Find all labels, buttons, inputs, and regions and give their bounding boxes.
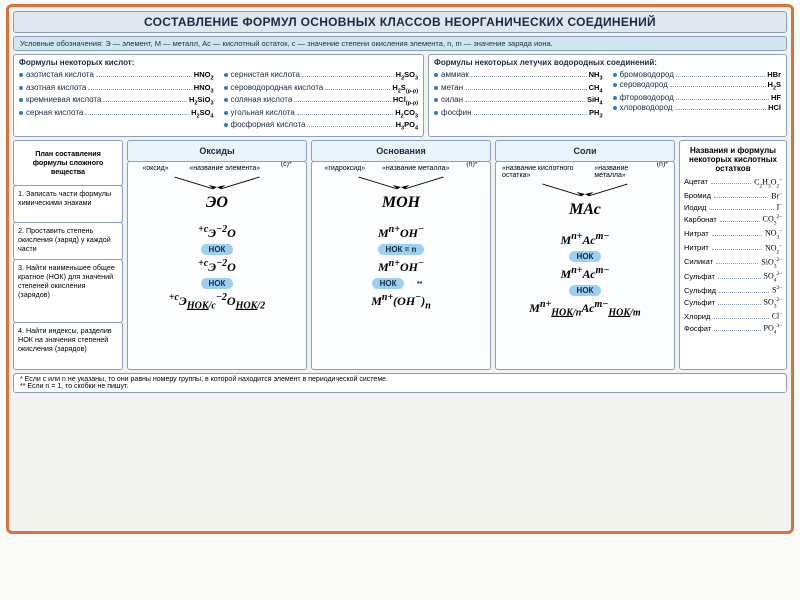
list-item: азотистая кислотаHNO2 — [19, 70, 214, 82]
list-item: фосфорная кислотаH3PO4 — [224, 120, 419, 132]
formula-eo: ЭО — [132, 194, 302, 212]
oxides-header: Оксиды — [127, 140, 307, 162]
list-item: фтороводородHF — [613, 93, 782, 102]
footnote-1: * Если с или n не указаны, то они равны … — [20, 376, 780, 383]
list-item: сернистая кислотаH2SO3 — [224, 70, 419, 82]
nok-salt-1: НОК — [500, 251, 670, 262]
formula-moh-2: Мn+ОН− — [316, 258, 486, 275]
list-item: азотная кислотаHNO3 — [19, 83, 214, 95]
salts-column: Соли «название кислотного остатка»«назва… — [495, 140, 675, 370]
residue-item: КарбонатCO32– — [684, 214, 782, 226]
step-4: 4. Найти индексы, разделив НОК на значен… — [13, 322, 123, 370]
salt-label-a: «название кислотного остатка» — [500, 165, 592, 179]
list-item: аммиакNH3 — [434, 70, 603, 82]
list-item: метанCH4 — [434, 83, 603, 95]
nok-base-2: НОК ** — [316, 278, 486, 289]
list-item: силанSiH4 — [434, 95, 603, 107]
formula-mac-charged: Мn+Асm− — [500, 231, 670, 248]
acids-panel: Формулы некоторых кислот: азотистая кисл… — [13, 54, 424, 137]
plan-header: План составления формулы сложного вещест… — [13, 140, 123, 186]
step-3: 3. Найти наименьшее общее кратное (НОК) … — [13, 259, 123, 323]
corner-n-2: (n)* — [655, 161, 670, 175]
base-label-b: «название металла» — [380, 165, 451, 172]
acids-title: Формулы некоторых кислот: — [19, 58, 418, 67]
list-item: соляная кислотаHCl(р-р) — [224, 95, 419, 107]
footnote-2: ** Если n = 1, то скобки не пишут. — [20, 383, 780, 390]
residues-title: Названия и формулы некоторых кислотных о… — [684, 146, 782, 173]
residue-item: ХлоридCl– — [684, 311, 782, 321]
corner-c: (с)* — [279, 161, 294, 168]
plan-column: План составления формулы сложного вещест… — [13, 140, 123, 370]
nok-oxide-1: НОК — [132, 244, 302, 255]
residue-item: БромидBr– — [684, 191, 782, 201]
residue-item: НитратNO3– — [684, 228, 782, 240]
salt-label-b: «название металла» — [592, 165, 654, 179]
oxide-label-b: «название элемента» — [187, 165, 262, 172]
list-item: бромоводородHBr — [613, 70, 782, 79]
residue-item: АцетатC2H3O2– — [684, 177, 782, 189]
volatile-panel: Формулы некоторых летучих водородных сое… — [428, 54, 787, 137]
formula-mac-idx: Мn+НОК/nАсm−НОК/m — [500, 299, 670, 318]
legend: Условные обозначения: Э — элемент, М — м… — [13, 36, 787, 51]
arrows-salt — [500, 182, 670, 198]
salts-header: Соли — [495, 140, 675, 162]
formula-moh-idx: Мn+(ОН−)n — [316, 292, 486, 311]
bases-header: Основания — [311, 140, 491, 162]
nok-base-1: НОК = n — [316, 244, 486, 255]
residue-item: НитритNO2– — [684, 243, 782, 255]
residue-item: СульфидS2– — [684, 285, 782, 295]
residue-item: СульфатSO42– — [684, 271, 782, 283]
list-item: фосфинPH3 — [434, 108, 603, 120]
formula-mac-2: Мn+Асm− — [500, 265, 670, 282]
list-item: угольная кислотаH2CO3 — [224, 108, 419, 120]
formula-eo-charged: +cЭ−2О — [132, 224, 302, 241]
bases-column: Основания «гидроксид» «название металла» (… — [311, 140, 491, 370]
residue-item: ФосфатPO43– — [684, 323, 782, 335]
main-title: СОСТАВЛЕНИЕ ФОРМУЛ ОСНОВНЫХ КЛАССОВ НЕОР… — [13, 11, 787, 33]
list-item: хлороводородHCl — [613, 103, 782, 112]
oxide-label-a: «оксид» — [140, 165, 170, 172]
formula-mac: МАс — [500, 201, 670, 219]
residue-item: СиликатSiO32– — [684, 257, 782, 269]
formula-moh: МОН — [316, 194, 486, 212]
formula-moh-charged: Мn+ОН− — [316, 224, 486, 241]
corner-n-1: (n)* — [464, 161, 479, 168]
list-item: сероводородH2S — [613, 80, 782, 92]
list-item: серная кислотаH2SO4 — [19, 108, 214, 120]
list-item: сероводородная кислотаH2S(р-р) — [224, 83, 419, 95]
oxides-column: Оксиды «оксид» «название элемента» (с)* ЭО… — [127, 140, 307, 370]
formula-eo-idx: +cЭНОК/c−2ОНОК/2 — [132, 292, 302, 311]
residue-item: ИодидI– — [684, 202, 782, 212]
list-item: кремниевая кислотаH2SiO3 — [19, 95, 214, 107]
formula-eo-2: +cЭ−2О — [132, 258, 302, 275]
nok-salt-2: НОК — [500, 285, 670, 296]
arrows-oxide — [132, 175, 302, 191]
volatile-title: Формулы некоторых летучих водородных сое… — [434, 58, 781, 67]
residues-column: Названия и формулы некоторых кислотных о… — [679, 140, 787, 370]
nok-oxide-2: НОК — [132, 278, 302, 289]
footnotes: * Если с или n не указаны, то они равны … — [13, 373, 787, 393]
base-label-a: «гидроксид» — [322, 165, 367, 172]
residue-item: СульфитSO32– — [684, 297, 782, 309]
step-2: 2. Проставить степень окисления (заряд) … — [13, 222, 123, 260]
arrows-base — [316, 175, 486, 191]
step-1: 1. Записать части формулы химическими зн… — [13, 185, 123, 223]
